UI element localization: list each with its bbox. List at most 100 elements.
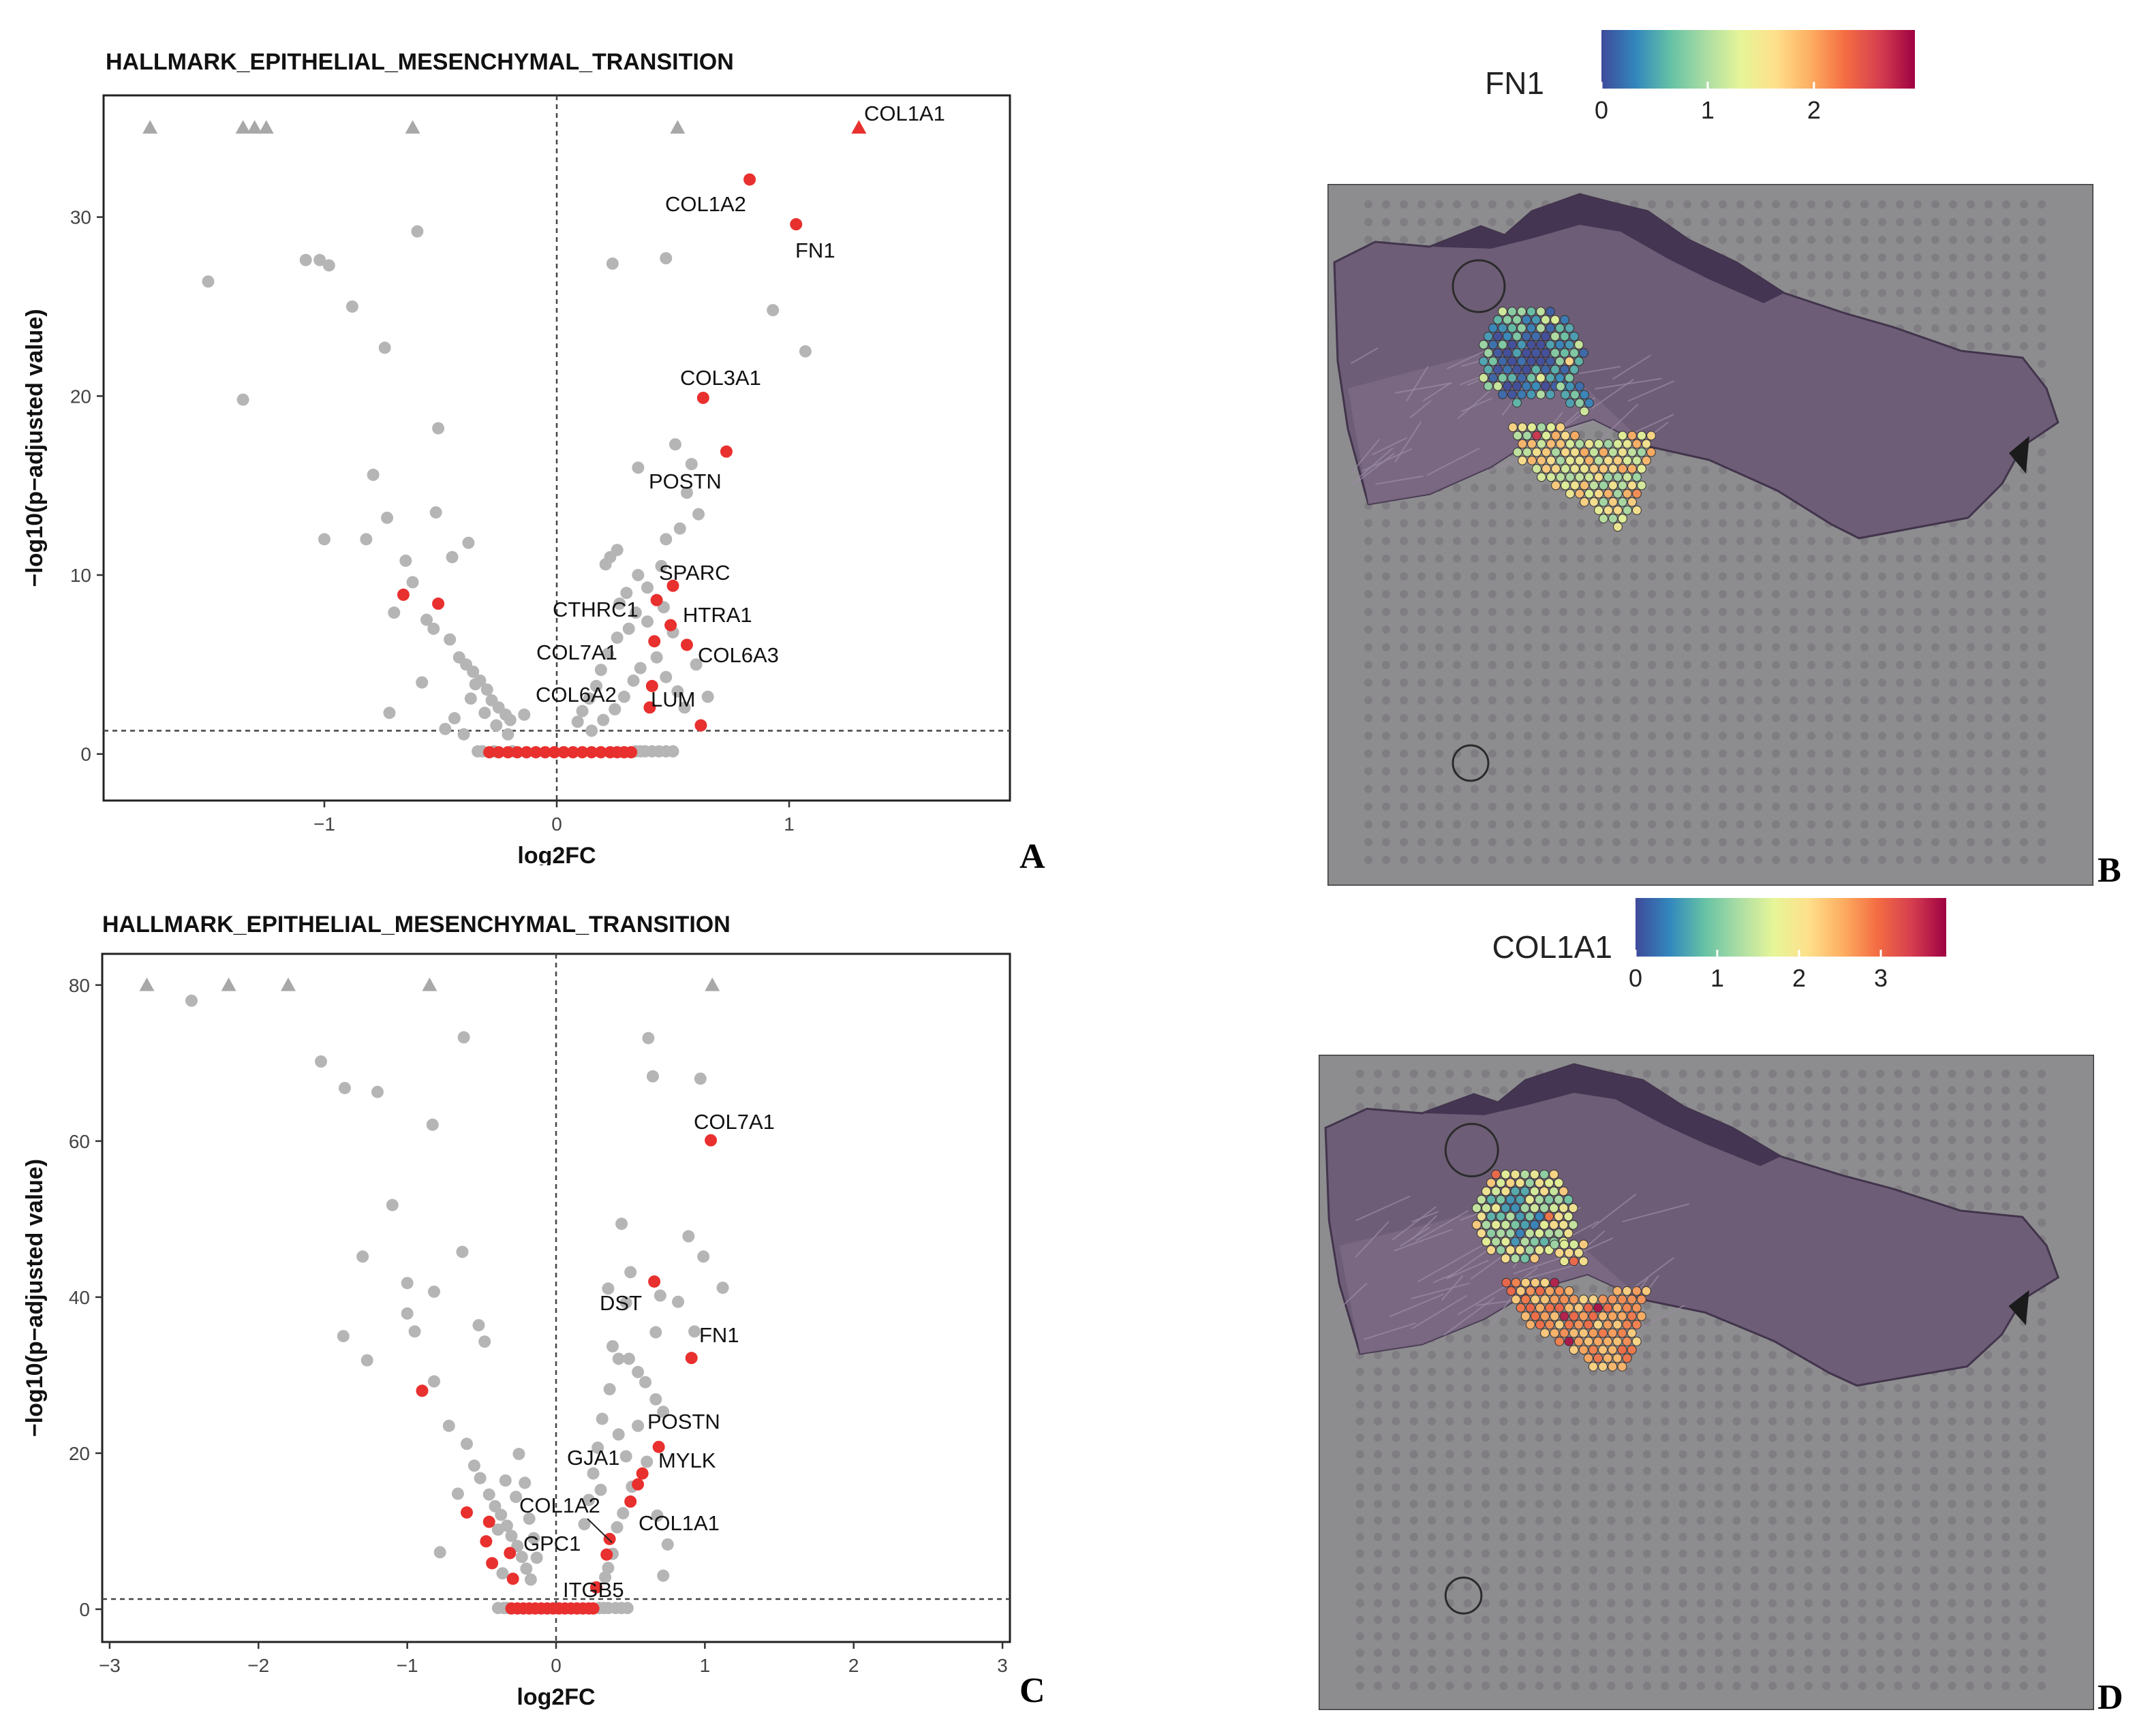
expression-spot (1575, 456, 1584, 465)
expression-spot (1522, 331, 1531, 341)
expression-spot (1578, 1345, 1588, 1355)
expression-spot (1531, 381, 1541, 391)
expression-spot (1510, 1203, 1520, 1213)
expression-spot (1530, 1295, 1540, 1305)
expression-spot (1479, 340, 1488, 350)
expression-spot (1551, 464, 1561, 474)
capped-gene-triangle (670, 120, 686, 134)
expression-spot (1556, 439, 1565, 449)
tissue-fiber (1578, 366, 1621, 375)
epidermis-layer (1430, 194, 1784, 303)
spatial-map-col1a1 (1319, 1055, 2094, 1710)
x-tick-label: −2 (247, 1655, 269, 1676)
expression-spot (1589, 480, 1599, 491)
tissue-fiber (1558, 1237, 1614, 1263)
background-gene-point (596, 1412, 609, 1425)
background-gene-point (474, 1472, 487, 1485)
expression-spot (1526, 340, 1536, 350)
expression-spot (1603, 1336, 1613, 1346)
expression-spot (1631, 1286, 1642, 1296)
expression-spot (1558, 1186, 1569, 1196)
expression-spot (1564, 1303, 1574, 1313)
tissue-fold (2009, 436, 2029, 474)
emt-gene-point (492, 746, 505, 759)
colorbar-tick-label: 0 (1595, 96, 1608, 124)
expression-spot (1545, 1286, 1555, 1296)
background-gene-point (585, 724, 598, 737)
background-gene-point (655, 559, 668, 572)
expression-spot (1565, 340, 1574, 350)
colorbar-tick-label: 2 (1807, 96, 1821, 124)
background-gene-point (587, 1467, 600, 1480)
emt-gene-point (645, 679, 658, 692)
background-gene-point (622, 1352, 635, 1365)
volcano-plot-c: −3 −2 −1 0 1 2 3 0 20 40 60 80 log2FC −log10(p−adjust… (22, 952, 1011, 1710)
expression-spot (1496, 1228, 1506, 1239)
tissue-fiber (1336, 1282, 1368, 1312)
expression-spot (1536, 373, 1546, 383)
expression-spot (1536, 307, 1546, 317)
background-gene-point (697, 1250, 710, 1263)
expression-spot (1522, 447, 1532, 457)
tissue-fiber (1406, 365, 1429, 402)
expression-spot (1598, 1361, 1608, 1371)
background-gene-point (611, 631, 624, 644)
background-gene-point (660, 533, 673, 546)
expression-spot (1637, 431, 1646, 441)
expression-spot (1540, 1328, 1550, 1338)
y-tick-label: 30 (70, 207, 91, 228)
expression-spot (1574, 356, 1584, 367)
background-gene-point (386, 1198, 399, 1211)
expression-spot (1522, 381, 1531, 391)
background-gene-point (685, 458, 698, 471)
background-gene-point (448, 712, 461, 725)
expression-spot (1526, 323, 1536, 333)
expression-spot (1568, 1220, 1578, 1230)
emt-gene-point (648, 1275, 661, 1288)
expression-spot (1561, 447, 1570, 457)
expression-spot (1515, 1211, 1525, 1222)
background-gene-point (499, 1474, 512, 1487)
fiducial-circle (1444, 1123, 1499, 1178)
expression-spot (1637, 464, 1646, 474)
expression-spot (1510, 1186, 1520, 1196)
expression-spot (1608, 1361, 1618, 1371)
tissue-fiber (1441, 1275, 1464, 1301)
background-gene-point (613, 598, 626, 610)
emt-gene-point (664, 619, 677, 632)
expression-spot (1522, 315, 1531, 325)
fiducial-circle (1452, 744, 1490, 782)
expression-spot (1535, 1194, 1544, 1205)
expression-spot (1491, 1237, 1501, 1247)
background-gene-point (615, 1218, 628, 1230)
background-gene-point (408, 1325, 421, 1338)
expression-spot (1546, 340, 1555, 350)
expression-spot (1535, 1228, 1544, 1239)
background-gene-point (202, 275, 215, 288)
background-gene-point (523, 1513, 536, 1525)
expression-spot (1546, 373, 1555, 383)
background-gene-point (641, 615, 654, 628)
background-gene-point (612, 1428, 625, 1441)
expression-spot (1529, 1254, 1539, 1264)
background-gene-point (621, 1602, 634, 1615)
gene-label: COL3A1 (680, 366, 761, 390)
emt-gene-point (460, 1506, 473, 1519)
emt-gene-point (502, 746, 515, 759)
expression-spot (1598, 1311, 1608, 1321)
expression-spot (1546, 390, 1555, 399)
expression-spot (1498, 340, 1507, 350)
expression-spot (1612, 1303, 1623, 1313)
expression-spot (1627, 1295, 1637, 1305)
expression-spot (1563, 1211, 1573, 1222)
expression-spot (1484, 381, 1493, 391)
expression-spot (1598, 1345, 1608, 1355)
background-gene-point (446, 551, 459, 563)
expression-spot (1554, 1286, 1565, 1296)
expression-spot (1554, 1211, 1564, 1222)
background-gene-point (427, 1285, 440, 1298)
emt-gene-point (566, 746, 579, 759)
expression-spot (1520, 1186, 1530, 1196)
gene-label: POSTN (649, 469, 722, 493)
expression-spot (1532, 431, 1541, 441)
